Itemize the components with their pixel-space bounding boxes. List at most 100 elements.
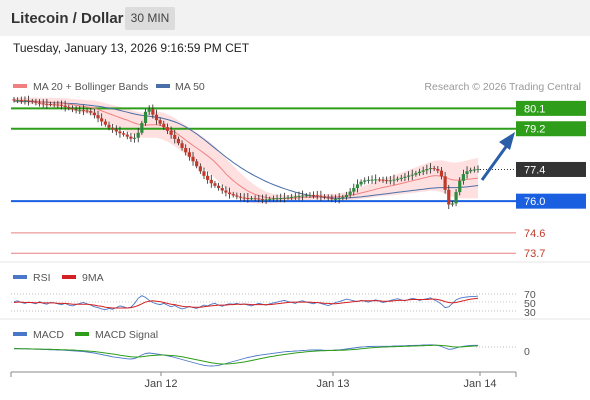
candle	[107, 121, 111, 131]
candle	[476, 165, 480, 173]
candle	[363, 177, 367, 185]
price-legend: MA 20 + Bollinger Bands MA 50 Research ©…	[13, 81, 581, 93]
level-tag-79.2	[516, 121, 586, 137]
candle-body	[443, 176, 447, 190]
candle-body	[352, 188, 356, 192]
candle	[129, 133, 133, 142]
x-label-jan-14: Jan 14	[463, 378, 496, 390]
candle	[290, 193, 294, 200]
candle	[202, 167, 206, 180]
candle-body	[257, 198, 261, 200]
candle-body	[92, 112, 96, 116]
macd-signal-legend-swatch	[75, 332, 89, 336]
x-axis: Jan 12 Jan 13 Jan 14	[10, 371, 517, 390]
macd-legend-swatch	[13, 332, 27, 336]
candle	[286, 195, 290, 200]
candle	[165, 123, 170, 135]
macd-lines-layer	[14, 344, 479, 367]
level-value-80.1: 80.1	[524, 103, 545, 115]
rsi-legend: RSI 9MA	[13, 272, 104, 284]
chart-header: Litecoin / Dollar 30 MIN	[0, 0, 590, 36]
candle-body	[366, 179, 370, 181]
candle	[264, 194, 268, 204]
candle-body	[16, 100, 20, 102]
macd-legend: MACD MACD Signal	[13, 329, 158, 341]
ma20-legend-swatch	[13, 84, 27, 88]
candle-body	[311, 195, 316, 197]
candle	[122, 131, 126, 137]
candle-body	[450, 203, 455, 205]
candle	[238, 193, 243, 201]
candle-body	[377, 179, 381, 181]
candle-body	[447, 189, 451, 205]
candle-body	[461, 174, 465, 181]
candle	[187, 147, 191, 161]
candle	[472, 166, 476, 173]
candle	[279, 193, 283, 203]
candle	[154, 109, 159, 125]
candle-body	[59, 104, 64, 106]
candle-body	[410, 174, 414, 176]
candle-body	[260, 198, 265, 200]
candle	[103, 119, 107, 127]
candle-body	[359, 181, 363, 185]
candle-body	[125, 134, 129, 137]
candle-body	[308, 195, 312, 197]
candle-body	[458, 180, 462, 193]
candle-body	[132, 137, 137, 139]
candle-body	[187, 152, 191, 157]
candle	[421, 166, 425, 175]
candle-body	[74, 109, 78, 111]
candle-body	[326, 197, 330, 199]
candle	[260, 194, 265, 204]
candle-body	[454, 192, 458, 204]
candle	[213, 181, 217, 188]
x-label-jan-13: Jan 13	[316, 378, 349, 390]
candle	[231, 191, 235, 198]
level-tag-76.0	[516, 193, 586, 209]
timeframe-badge[interactable]: 30 MIN	[125, 7, 175, 30]
candle	[436, 166, 440, 174]
level-value-73.7: 73.7	[524, 248, 545, 260]
candle-body	[162, 123, 166, 128]
candle-body	[12, 99, 16, 101]
ma50-legend-label: MA 50	[175, 81, 205, 93]
candle	[377, 177, 381, 182]
candle	[158, 117, 162, 126]
rsi-line	[13, 295, 479, 311]
candle-body	[246, 197, 250, 199]
candle	[253, 195, 257, 202]
candle-body	[111, 127, 115, 130]
candle	[198, 163, 202, 174]
candle-body	[286, 197, 290, 199]
candle	[344, 191, 349, 200]
candle-body	[275, 198, 279, 200]
candle-body	[304, 195, 308, 197]
candle	[85, 108, 89, 114]
candle-body	[23, 100, 27, 102]
candle-body	[388, 180, 392, 182]
candle	[89, 108, 93, 116]
candle-body	[322, 196, 327, 198]
candle	[184, 144, 188, 156]
candle	[257, 194, 261, 203]
macd-signal-line	[14, 344, 479, 365]
candle-body	[253, 198, 257, 200]
candle-body	[301, 195, 305, 197]
candle	[381, 176, 385, 183]
candle	[275, 194, 279, 202]
candle-body	[392, 179, 396, 181]
candle	[30, 98, 34, 104]
candle-body	[209, 179, 213, 184]
candle-body	[374, 179, 378, 181]
candle	[125, 131, 129, 140]
candle-body	[176, 138, 181, 144]
candle-body	[147, 108, 151, 112]
candle	[337, 193, 341, 204]
candle-body	[315, 195, 319, 197]
candle-body	[381, 179, 385, 181]
candle	[447, 184, 451, 210]
rsi-level-70: 70	[524, 289, 536, 301]
candle-body	[122, 133, 126, 135]
candle-body	[238, 196, 243, 198]
